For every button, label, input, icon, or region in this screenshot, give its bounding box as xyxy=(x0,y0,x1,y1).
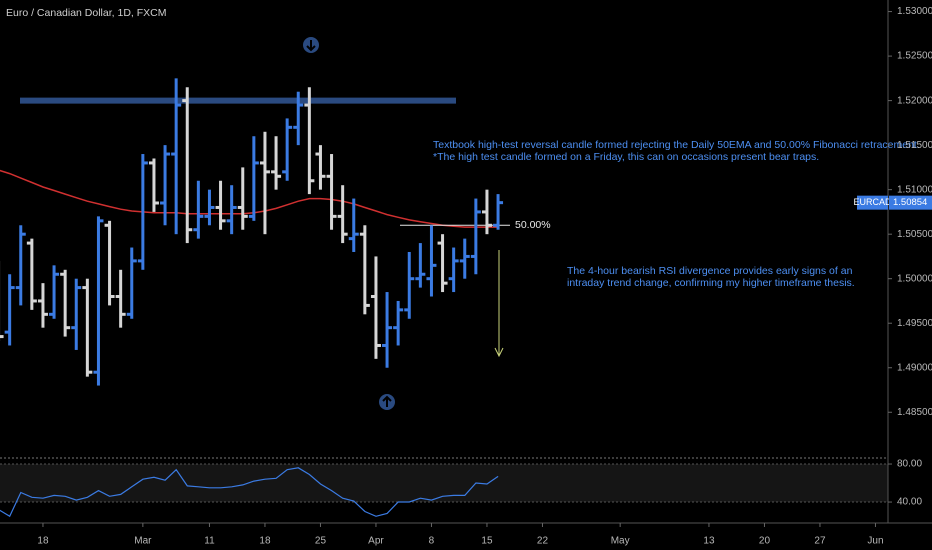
fib-level-label: 50.00% xyxy=(515,219,551,231)
bar-range xyxy=(152,158,156,212)
y-tick-label: 1.49000 xyxy=(897,362,932,373)
bar-range xyxy=(341,185,345,244)
chart-title: Euro / Canadian Dollar, 1D, FXCM xyxy=(6,7,166,19)
y-tick-label: 1.50500 xyxy=(897,229,932,240)
bar-range xyxy=(141,154,145,270)
annotation: Textbook high-test reversal candle forme… xyxy=(433,139,920,163)
bar-range xyxy=(407,251,411,319)
x-tick-label: Jun xyxy=(867,536,883,547)
bar-range xyxy=(96,216,100,386)
bar-range xyxy=(307,87,311,195)
bar-range xyxy=(263,131,267,235)
annotation-line: *The high test candle formed on a Friday… xyxy=(433,151,819,163)
ema-line xyxy=(0,169,499,228)
bar-range xyxy=(119,269,123,328)
bar-range xyxy=(241,167,245,230)
bar-range xyxy=(352,198,356,252)
x-tick-label: 13 xyxy=(703,536,715,547)
bar-range xyxy=(285,118,289,181)
bar-range xyxy=(63,269,67,337)
arrow-marker-down-icon xyxy=(306,40,316,52)
y-tick-label: 1.48500 xyxy=(897,407,932,418)
x-tick-label: 27 xyxy=(814,536,826,547)
bar-range xyxy=(474,198,478,275)
bar-range xyxy=(174,78,178,235)
x-tick-label: 22 xyxy=(537,536,549,547)
bar-range xyxy=(496,194,500,230)
x-tick-label: May xyxy=(611,536,630,547)
annotation: The 4-hour bearish RSI divergence provid… xyxy=(567,265,855,289)
bar-range xyxy=(385,292,389,368)
bar-range xyxy=(296,91,300,146)
x-tick-label: Mar xyxy=(134,536,152,547)
x-tick-label: 18 xyxy=(37,536,49,547)
bar-range xyxy=(196,180,200,239)
y-tick-label: 1.51500 xyxy=(897,140,932,151)
rsi-line xyxy=(0,467,499,518)
y-tick-label: 1.51000 xyxy=(897,184,932,195)
bar-range xyxy=(230,185,234,235)
x-tick-label: 15 xyxy=(481,536,493,547)
symbol-label: EURCAD xyxy=(853,197,892,207)
bar-range xyxy=(41,283,45,328)
arrow-marker-up-icon xyxy=(382,395,392,407)
bar-range xyxy=(30,238,34,310)
y-tick-label: 1.49500 xyxy=(897,318,932,329)
bar-range xyxy=(418,243,422,288)
bar-range xyxy=(374,256,378,359)
bar-range xyxy=(363,225,367,315)
bar-range xyxy=(219,180,223,230)
bar-range xyxy=(274,136,278,190)
symbol-label-box xyxy=(857,195,888,210)
annotation-line: The 4-hour bearish RSI divergence provid… xyxy=(567,265,853,277)
bar-range xyxy=(52,265,56,319)
x-tick-label: 25 xyxy=(315,536,327,547)
bar-range xyxy=(185,87,189,244)
bar-range xyxy=(463,238,467,279)
bar-range xyxy=(8,274,12,346)
y-tick-label: 1.53000 xyxy=(897,6,932,17)
bar-range xyxy=(252,136,256,221)
last-price-label: 1.50854 xyxy=(893,197,927,208)
x-tick-label: 8 xyxy=(429,536,435,547)
rsi-tick-label: 40.00 xyxy=(897,497,922,508)
bar-range xyxy=(441,234,445,293)
x-tick-label: 20 xyxy=(759,536,771,547)
bar-range xyxy=(330,154,334,230)
bar-range xyxy=(19,225,23,306)
y-tick-label: 1.52500 xyxy=(897,51,932,62)
bar-range xyxy=(452,247,456,293)
bar-range xyxy=(108,220,112,306)
projection-arrow xyxy=(494,250,504,358)
bar-range xyxy=(163,145,167,226)
bar-range xyxy=(85,278,89,377)
x-tick-label: Apr xyxy=(368,536,384,547)
y-tick-label: 1.50000 xyxy=(897,273,932,284)
bar-range xyxy=(396,300,400,346)
bar-range xyxy=(130,247,134,319)
y-tick-label: 1.52000 xyxy=(897,95,932,106)
annotation-line: Textbook high-test reversal candle forme… xyxy=(433,139,920,151)
bar-range xyxy=(429,225,433,297)
annotation-line: intraday trend change, confirming my hig… xyxy=(567,277,855,289)
x-tick-label: 11 xyxy=(204,536,215,547)
x-tick-label: 18 xyxy=(259,536,271,547)
rsi-tick-label: 80.00 xyxy=(897,459,922,470)
bar-range xyxy=(74,278,78,350)
last-price-box xyxy=(889,195,932,210)
bar-range xyxy=(318,145,322,190)
